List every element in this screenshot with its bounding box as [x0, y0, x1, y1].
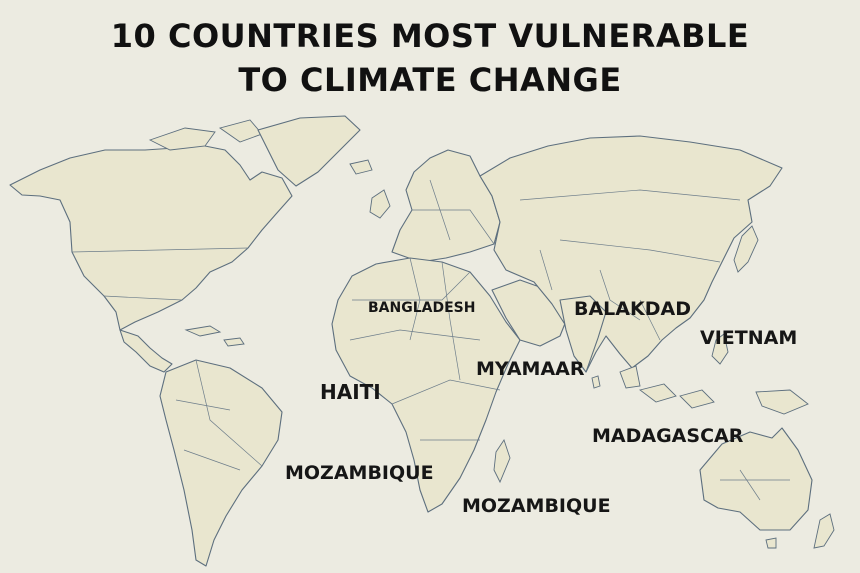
label-madagascar: MADAGASCAR [592, 425, 744, 447]
label-myamaar: MYAMAAR [476, 358, 585, 380]
arctic-island [148, 127, 216, 151]
indonesia-island [619, 365, 641, 389]
label-haiti: HAITI [320, 380, 381, 404]
tasmania-island [765, 537, 777, 549]
japan-islands [733, 225, 759, 273]
label-mozambique: MOZAMBIQUE [285, 462, 434, 484]
iceland [349, 159, 373, 175]
label-balakdad: BALAKDAD [574, 298, 691, 320]
australia-landmass [699, 427, 813, 531]
philippines-islands [711, 333, 729, 365]
greenland-landmass [257, 115, 361, 187]
indonesia-island [638, 383, 677, 403]
label-bangladesh: BANGLADESH [368, 300, 476, 316]
asia-landmass [479, 135, 783, 373]
map-title: 10 COUNTRIES MOST VULNERABLE TO CLIMATE … [0, 14, 860, 102]
title-line-1: 10 COUNTRIES MOST VULNERABLE [110, 17, 750, 55]
title-line-2: TO CLIMATE CHANGE [238, 61, 622, 99]
caribbean-island [184, 325, 222, 337]
central-america-landmass [119, 329, 173, 373]
europe-landmass [391, 149, 501, 263]
arctic-island [218, 119, 263, 143]
caribbean-island [223, 337, 245, 347]
new-zealand-islands [813, 513, 835, 549]
sri-lanka-island [591, 375, 601, 389]
madagascar-island [493, 438, 511, 484]
indonesia-island [679, 389, 715, 409]
british-isles [369, 189, 391, 219]
india-subcontinent [559, 295, 607, 373]
label-vietnam: VIETNAM [700, 327, 798, 349]
north-america-landmass [9, 144, 293, 331]
new-guinea-island [755, 389, 809, 415]
country-borders [71, 179, 790, 501]
label-mozambique: MOZAMBIQUE [462, 495, 611, 517]
